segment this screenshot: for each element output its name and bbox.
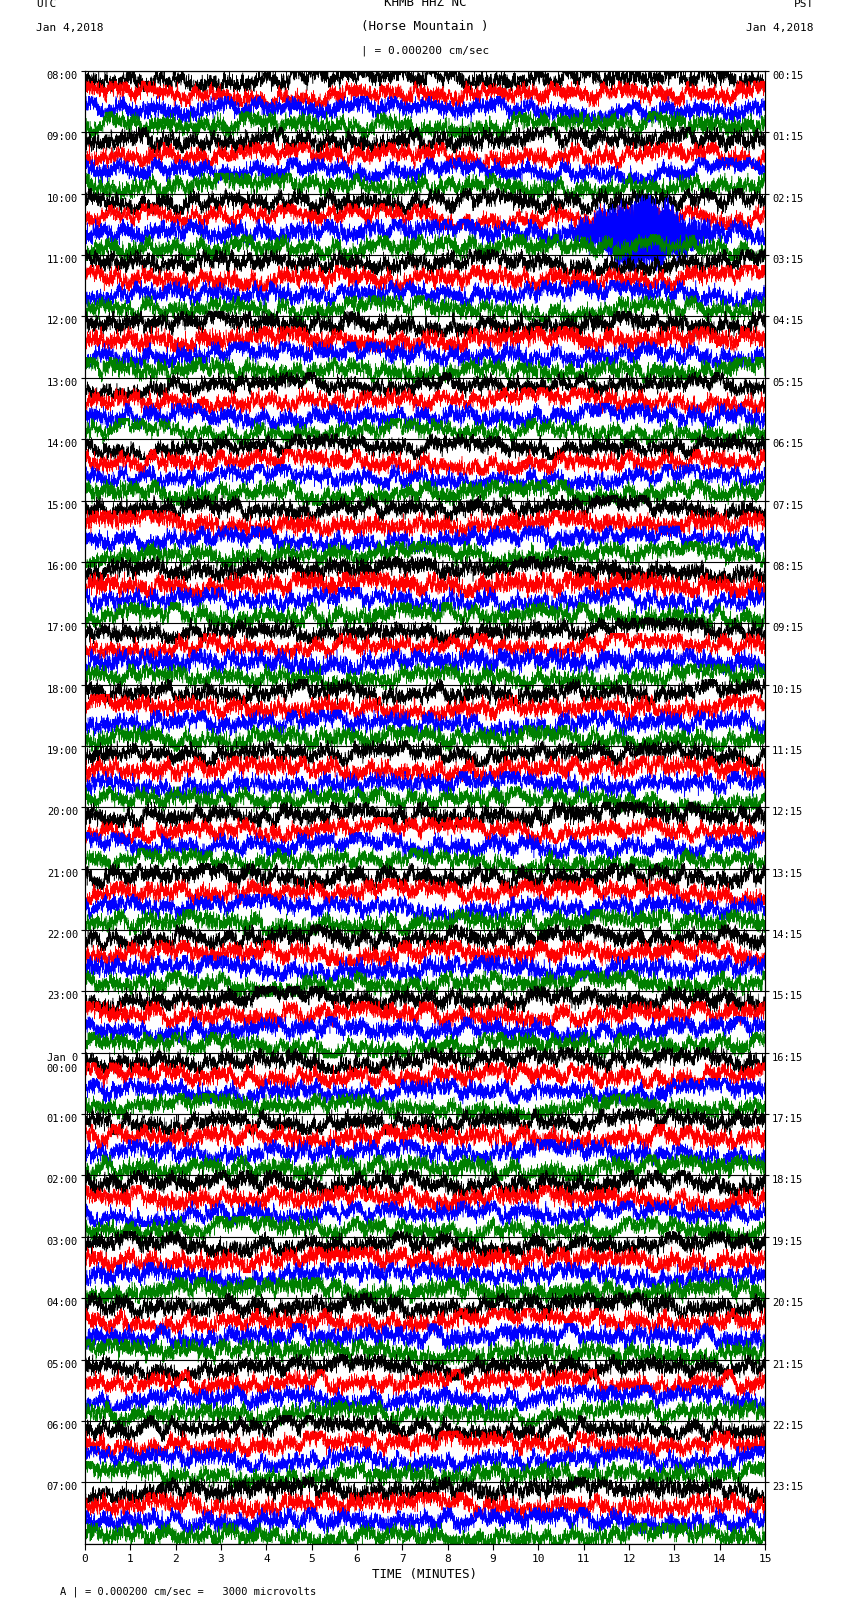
Text: Jan 4,2018: Jan 4,2018 xyxy=(36,23,104,32)
X-axis label: TIME (MINUTES): TIME (MINUTES) xyxy=(372,1568,478,1581)
Text: | = 0.000200 cm/sec: | = 0.000200 cm/sec xyxy=(361,45,489,56)
Text: Jan 4,2018: Jan 4,2018 xyxy=(746,23,814,32)
Text: UTC: UTC xyxy=(36,0,56,10)
Text: A | = 0.000200 cm/sec =   3000 microvolts: A | = 0.000200 cm/sec = 3000 microvolts xyxy=(60,1586,315,1597)
Text: PST: PST xyxy=(794,0,814,10)
Text: (Horse Mountain ): (Horse Mountain ) xyxy=(361,19,489,32)
Text: KHMB HHZ NC: KHMB HHZ NC xyxy=(383,0,467,10)
